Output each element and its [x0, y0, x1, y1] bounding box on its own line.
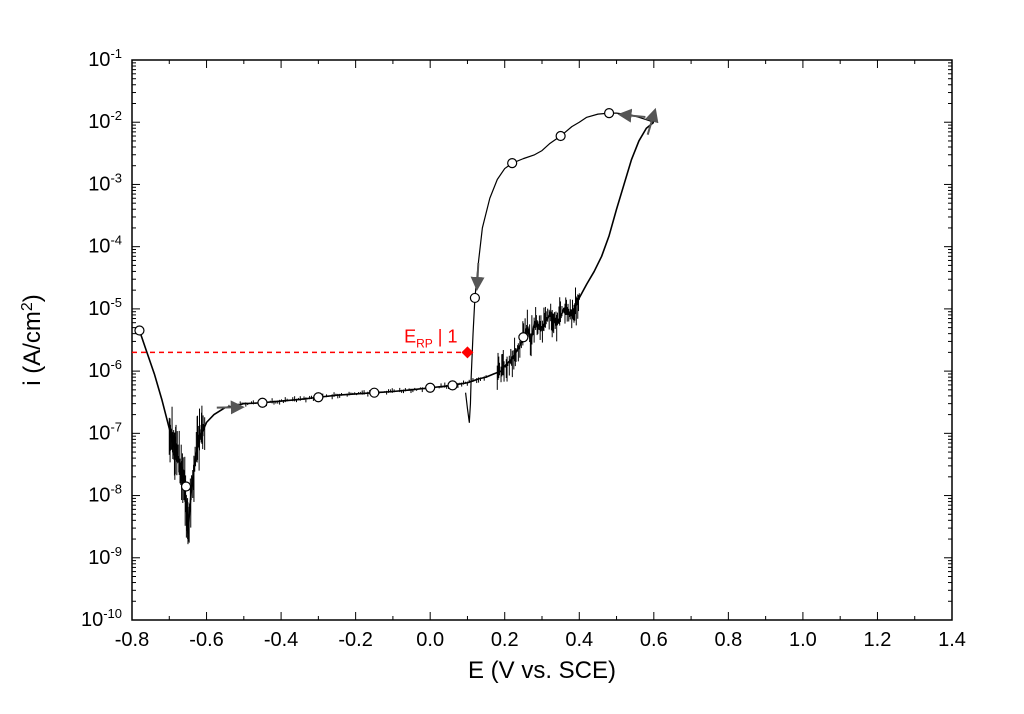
y-tick-label: 10-10	[81, 606, 122, 631]
x-tick-label: 0.0	[416, 629, 444, 651]
data-marker	[508, 159, 517, 168]
x-tick-label: 0.4	[565, 629, 593, 651]
data-marker	[519, 333, 528, 342]
x-tick-label: 1.0	[789, 629, 817, 651]
x-axis-label: E (V vs. SCE)	[468, 657, 616, 684]
x-tick-label: 1.2	[864, 629, 892, 651]
y-tick-label: 10-6	[88, 357, 122, 382]
x-tick-label: 0.8	[714, 629, 742, 651]
x-tick-label: -0.4	[264, 629, 298, 651]
noise-region	[497, 287, 579, 389]
y-tick-label: 10-3	[88, 170, 122, 195]
direction-arrow	[623, 115, 645, 117]
reverse-sweep	[466, 113, 654, 422]
direction-arrow	[648, 113, 654, 134]
x-tick-label: 0.2	[491, 629, 519, 651]
forward-sweep	[139, 122, 653, 533]
y-axis-label: i (A/cm2)	[19, 294, 46, 386]
data-marker	[182, 482, 191, 491]
y-axis: 10-10 10-9 10-8 10-7 10-6 10-5 10-4 10-3 10-2 10-…	[81, 46, 952, 631]
y-tick-label: 10-4	[88, 233, 122, 258]
x-tick-label: -0.2	[338, 629, 372, 651]
y-tick-label: 10-8	[88, 482, 122, 507]
plot-data	[132, 109, 654, 545]
data-marker	[370, 388, 379, 397]
data-marker	[556, 132, 565, 141]
x-tick-label: 1.4	[938, 629, 966, 651]
y-tick-label: 10-1	[88, 46, 122, 71]
data-marker	[135, 326, 144, 335]
y-tick-label: 10-9	[88, 544, 122, 569]
data-marker	[470, 293, 479, 302]
data-marker	[314, 393, 323, 402]
y-tick-label: 10-5	[88, 295, 122, 320]
x-tick-label: -0.6	[189, 629, 223, 651]
y-tick-label: 10-7	[88, 419, 122, 444]
y-tick-label: 10-2	[88, 108, 122, 133]
data-marker	[448, 381, 457, 390]
data-marker	[426, 383, 435, 392]
data-marker	[258, 398, 267, 407]
erp-label: ERP | 1	[404, 326, 457, 350]
x-tick-label: 0.6	[640, 629, 668, 651]
chart-container: -0.8 -0.6 -0.4 -0.2 0.0 0.2 0.4 0.6 0.8 1.0 1.2 1.4…	[0, 0, 1024, 714]
x-tick-label: -0.8	[115, 629, 149, 651]
data-marker	[605, 109, 614, 118]
x-axis: -0.8 -0.6 -0.4 -0.2 0.0 0.2 0.4 0.6 0.8 1.0 1.2 1.4	[115, 60, 966, 651]
direction-arrow	[477, 263, 478, 285]
polarization-chart: -0.8 -0.6 -0.4 -0.2 0.0 0.2 0.4 0.6 0.8 1.0 1.2 1.4…	[0, 0, 1024, 714]
